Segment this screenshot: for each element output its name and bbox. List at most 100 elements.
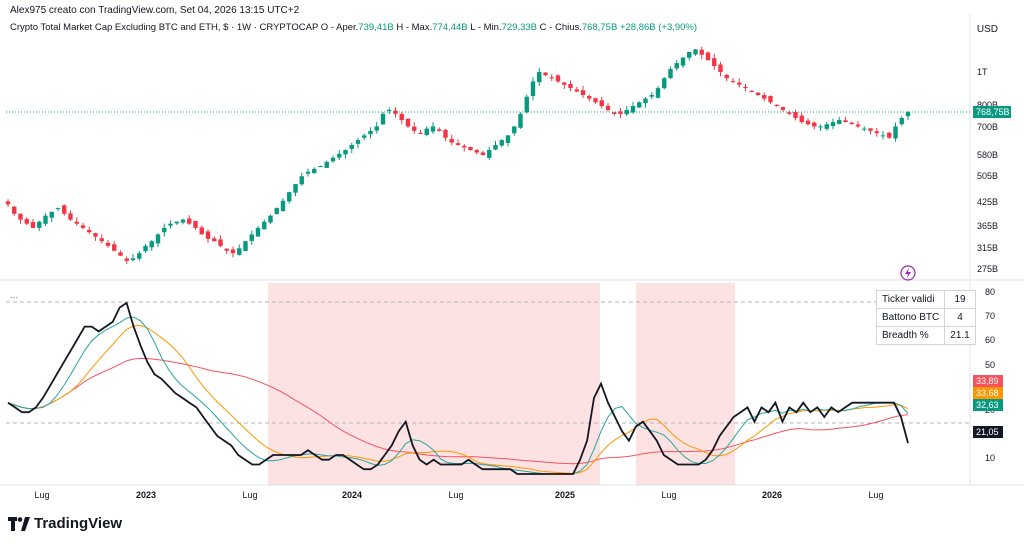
high-label: H - Max. [396, 22, 433, 33]
candle-body [449, 138, 454, 143]
currency-label[interactable]: USD [976, 24, 998, 35]
candle-body [37, 221, 42, 228]
candle-body [74, 221, 79, 224]
candle-body [499, 140, 504, 146]
lightning-icon[interactable] [900, 265, 916, 281]
candle-body [905, 112, 911, 117]
candle-body [155, 234, 161, 244]
tradingview-logo-icon [8, 516, 30, 531]
candle-body [249, 234, 254, 241]
candle-body [724, 74, 729, 79]
price-axis-label: 425B [977, 197, 998, 207]
candle-body [812, 122, 817, 127]
candle-body [305, 171, 311, 174]
breadth-line [7, 301, 909, 475]
candle-body [62, 205, 67, 214]
candle-body [787, 112, 792, 114]
candle-body [180, 219, 186, 223]
indicator-axis-label: 80 [985, 287, 995, 297]
candle-body [193, 220, 198, 228]
time-axis-label: 2025 [555, 490, 575, 500]
candle-body [849, 122, 854, 125]
candle-body [474, 150, 479, 153]
candle-body [99, 238, 104, 242]
indicator-tag-label: 32,63 [976, 400, 999, 410]
symbol-title[interactable]: Crypto Total Market Cap Excluding BTC an… [10, 22, 319, 33]
candle-body [887, 132, 892, 138]
candle-body [549, 77, 554, 79]
brand-name: TradingView [34, 515, 123, 532]
candle-body [712, 58, 717, 67]
candle-body [337, 153, 342, 158]
candle-body [643, 98, 648, 104]
candle-body [818, 126, 823, 128]
price-axis-label: 700B [977, 122, 998, 132]
candle-body [405, 118, 411, 127]
price-axis-label: 315B [977, 243, 998, 253]
candle-body [224, 248, 229, 251]
brand-footer[interactable]: TradingView [8, 515, 122, 532]
change-value: +28,86B (+3,90%) [619, 22, 698, 33]
candle-body [718, 64, 723, 72]
price-axis-label: 580B [977, 150, 998, 160]
candle-body [755, 92, 761, 96]
candle-body [174, 221, 179, 224]
candle-body [24, 219, 29, 224]
time-axis-label: Lug [242, 490, 257, 500]
candle-body [49, 211, 54, 218]
price-axis-label: 365B [977, 221, 998, 231]
price-axis-label: 275B [977, 264, 998, 274]
candle-body [893, 126, 898, 139]
candle-body [343, 149, 348, 155]
candle-body [349, 144, 354, 149]
time-axis-label: 2023 [136, 490, 156, 500]
candle-body [737, 82, 742, 85]
candle-body [243, 241, 248, 252]
candle-body [855, 124, 861, 127]
table-row: Battono BTC 4 [875, 308, 976, 327]
candle-body [149, 241, 154, 248]
indicator-axis-label: 10 [985, 453, 995, 463]
candle-body [480, 152, 486, 156]
candle-body [555, 75, 561, 82]
candle-body [774, 104, 779, 107]
time-axis-label: 2026 [762, 490, 782, 500]
low-label: L - Min. [470, 22, 502, 33]
candle-body [518, 113, 523, 128]
low-value: 729,33B [501, 22, 538, 33]
candle-body [705, 52, 711, 61]
candle-body [637, 102, 642, 108]
symbol-legend[interactable]: Crypto Total Market Cap Excluding BTC an… [10, 22, 697, 33]
candle-body [293, 184, 298, 193]
candle-body [805, 120, 811, 125]
candle-body [87, 230, 92, 233]
stat-label: Ticker validi [875, 290, 946, 309]
candle-body [424, 128, 429, 135]
candle-body [368, 130, 373, 135]
time-axis-label: Lug [661, 490, 676, 500]
candle-body [768, 95, 773, 103]
candle-body [743, 86, 748, 89]
indicator-menu-icon[interactable]: ... [10, 290, 19, 301]
stat-value: 4 [944, 308, 976, 327]
candle-body [268, 215, 273, 223]
candle-body [393, 110, 398, 114]
candle-body [599, 100, 604, 107]
close-value: 768,75B [581, 22, 618, 33]
breadth-indicator [7, 301, 909, 475]
candle-body [574, 89, 579, 92]
candle-body [505, 135, 511, 143]
candle-body [874, 131, 879, 134]
candle-body [649, 95, 654, 97]
candle-body [199, 227, 204, 235]
candle-body [693, 49, 698, 55]
candle-body [312, 168, 317, 174]
stat-label: Breadth % [875, 326, 946, 345]
candle-body [380, 113, 386, 125]
price-axis-label: 1T [977, 67, 988, 77]
candle-body [93, 233, 98, 237]
candle-body [537, 72, 542, 83]
candle-body [462, 145, 467, 148]
candle-body [899, 117, 904, 125]
